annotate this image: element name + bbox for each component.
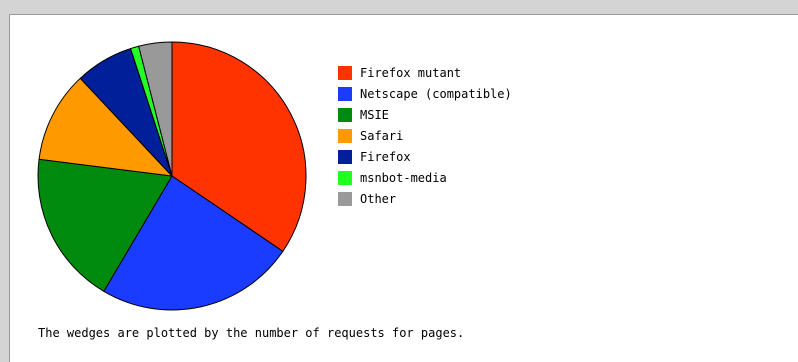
legend-item: Netscape (compatible): [338, 83, 512, 104]
legend-swatch: [338, 191, 352, 206]
panel-left-border: [0, 14, 10, 362]
legend-swatch: [338, 65, 352, 80]
legend-item: MSIE: [338, 104, 512, 125]
chart-caption: The wedges are plotted by the number of …: [38, 326, 465, 340]
legend-item: Firefox mutant: [338, 62, 512, 83]
legend-label: Other: [360, 191, 397, 206]
legend-item: Firefox: [338, 146, 512, 167]
legend-item: msnbot-media: [338, 167, 512, 188]
legend-label: Netscape (compatible): [360, 86, 512, 101]
legend-swatch: [338, 170, 352, 185]
legend-swatch: [338, 107, 352, 122]
pie-slice-firefox-mutant: [171, 41, 307, 253]
legend-label: MSIE: [360, 107, 389, 122]
pie-slice-msie: [37, 158, 173, 293]
pie-slice-netscape-compatible: [103, 175, 284, 311]
legend-item: Safari: [338, 125, 512, 146]
pie-slice-other: [138, 41, 173, 177]
panel-top-border: [0, 0, 798, 15]
legend-swatch: [338, 86, 352, 101]
legend-label: msnbot-media: [360, 170, 447, 185]
pie-slice-safari: [38, 77, 174, 177]
legend-label: Safari: [360, 128, 404, 143]
legend-label: Firefox mutant: [360, 65, 462, 80]
chart-legend: Firefox mutant Netscape (compatible) MSIE S…: [338, 62, 512, 209]
legend-swatch: [338, 149, 352, 164]
legend-swatch: [338, 128, 352, 143]
legend-item: Other: [338, 188, 512, 209]
legend-label: Firefox: [360, 149, 411, 164]
